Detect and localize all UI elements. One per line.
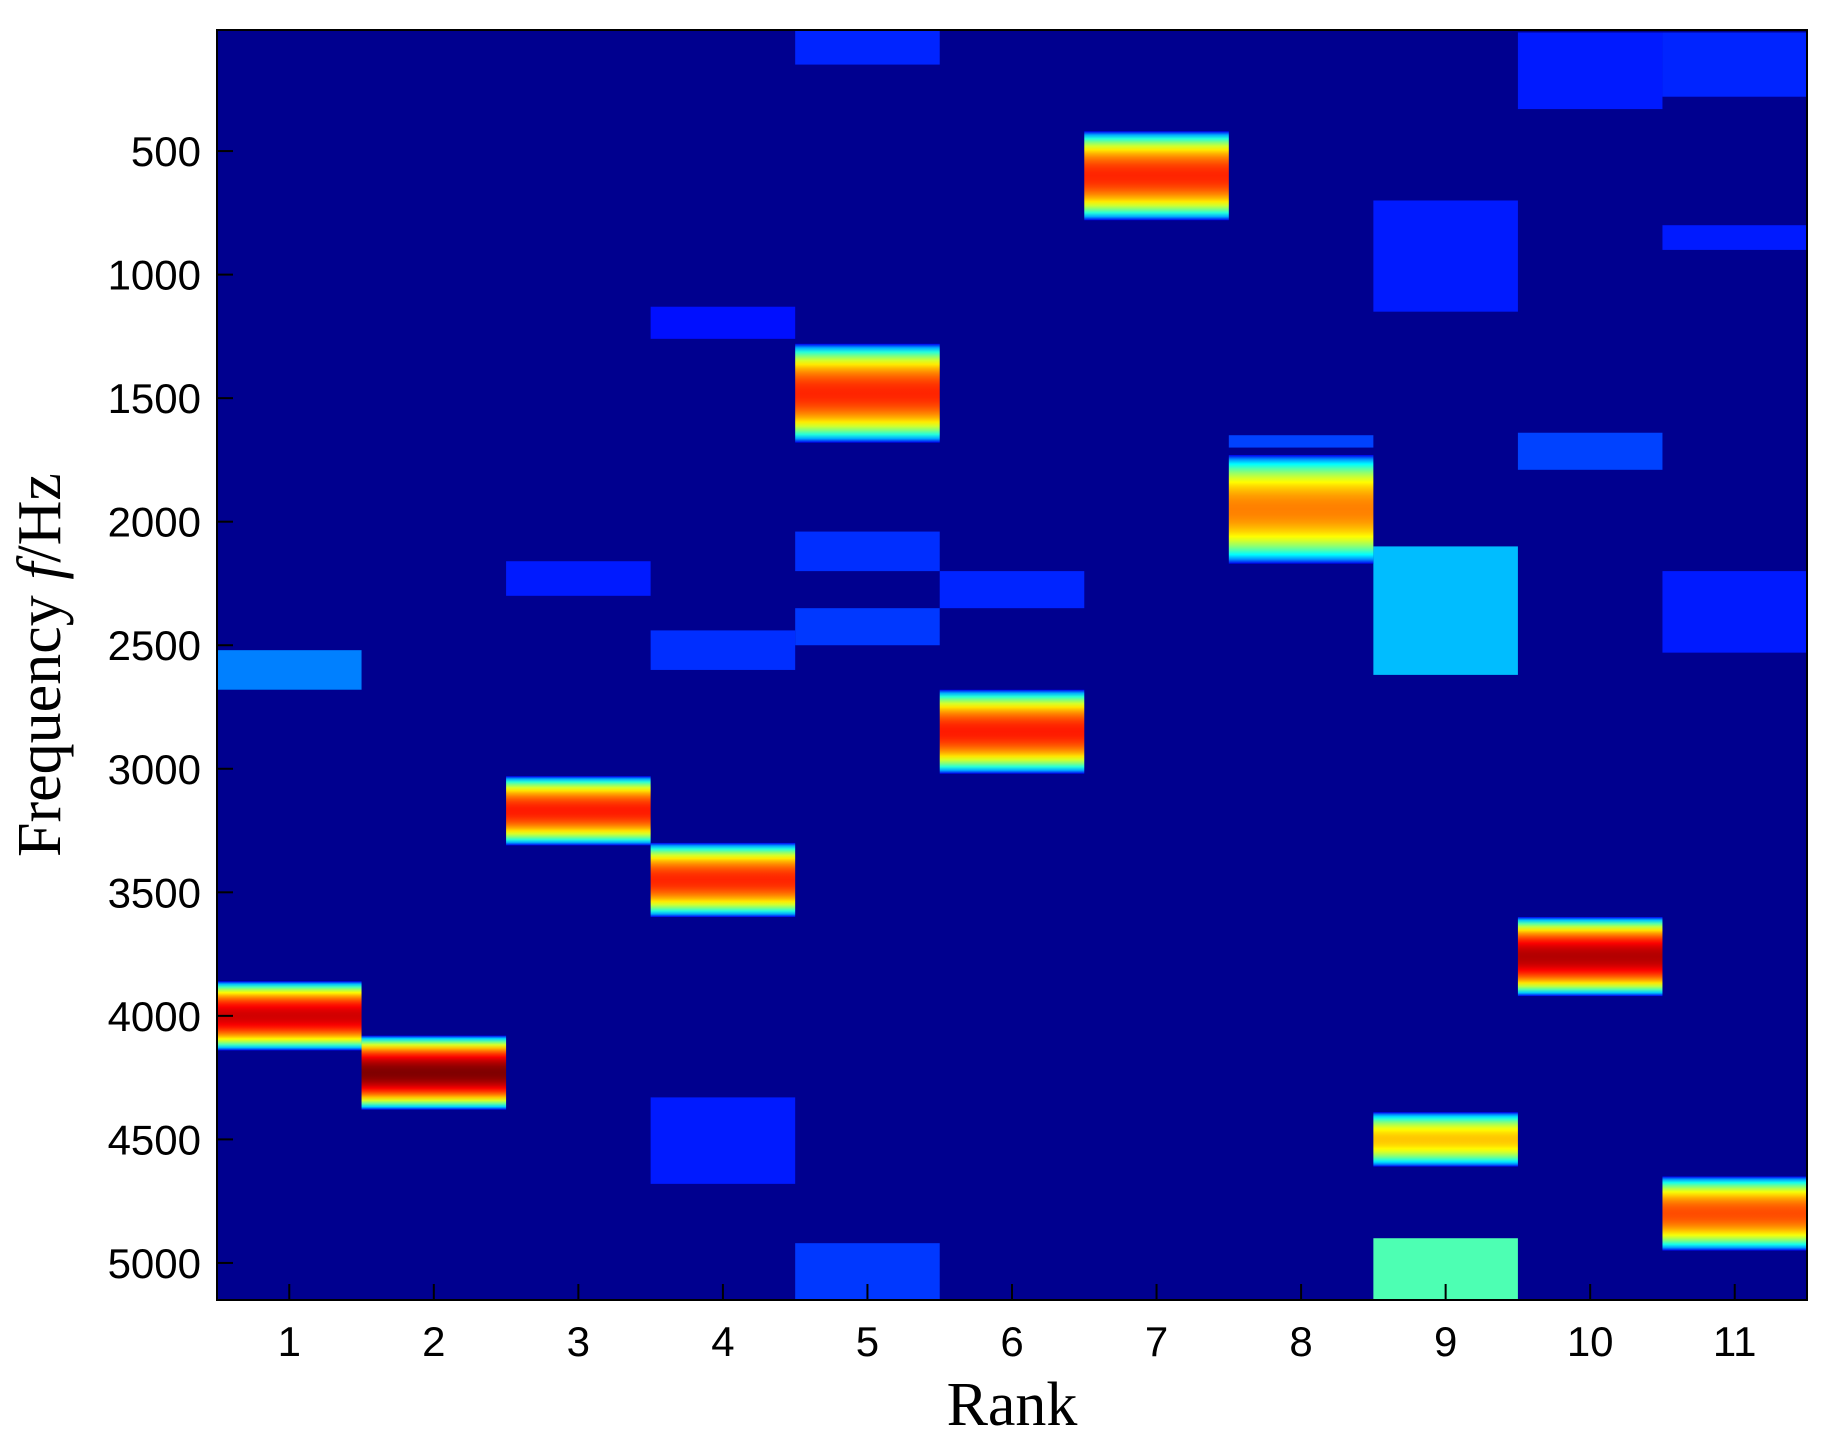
peak-rank-1 — [217, 981, 362, 1051]
x-axis: 1 2 3 4 5 6 7 8 9 10 11 — [278, 1284, 1757, 1365]
weak-band-rank-11 — [1662, 32, 1807, 97]
y-axis-title: Frequency f/Hz — [6, 473, 74, 857]
peak-rank-3 — [506, 776, 651, 846]
peak-rank-6 — [939, 689, 1085, 774]
weak-band-rank-5 — [795, 30, 940, 65]
y-tick-label: 1000 — [108, 252, 201, 299]
x-tick-label: 3 — [567, 1318, 590, 1365]
weak-band-rank-5 — [795, 608, 940, 646]
x-axis-title: Rank — [947, 1371, 1078, 1439]
x-tick-label: 7 — [1145, 1318, 1168, 1365]
y-tick-label: 4000 — [108, 993, 201, 1040]
weak-band-rank-11 — [1662, 571, 1807, 653]
peak-rank-8 — [1228, 454, 1374, 564]
weak-band-rank-4 — [650, 630, 796, 670]
weak-band-rank-3 — [506, 561, 651, 596]
y-tick-label: 3500 — [108, 869, 201, 916]
weak-band-rank-10 — [1517, 432, 1663, 470]
y-tick-label: 2000 — [108, 499, 201, 546]
y-tick-label: 5000 — [108, 1240, 201, 1287]
weak-band-rank-11 — [1662, 225, 1807, 250]
weak-band-rank-4 — [650, 1097, 796, 1184]
peak-rank-7 — [1084, 131, 1229, 221]
weak-band-rank-9 — [1373, 546, 1518, 675]
peak-rank-5 — [795, 343, 940, 443]
y-tick-label: 4500 — [108, 1116, 201, 1163]
x-tick-label: 11 — [1713, 1318, 1757, 1365]
weak-band-rank-1 — [217, 650, 362, 690]
weak-band-rank-9 — [1373, 200, 1518, 312]
peak-rank-10 — [1517, 917, 1663, 997]
x-tick-label: 6 — [1000, 1318, 1023, 1365]
x-tick-label: 8 — [1289, 1318, 1312, 1365]
peak-rank-11 — [1662, 1176, 1807, 1251]
weak-band-rank-6 — [939, 571, 1085, 609]
weak-band-rank-4 — [650, 306, 796, 339]
x-tick-label: 4 — [711, 1318, 734, 1365]
y-tick-label: 1500 — [108, 375, 201, 422]
peak-rank-9 — [1373, 1112, 1518, 1167]
y-tick-label: 2500 — [108, 622, 201, 669]
x-tick-label: 9 — [1434, 1318, 1457, 1365]
peak-rank-2 — [361, 1035, 507, 1110]
y-axis: 500 1000 1500 2000 2500 3000 3500 4000 4500 5000 — [108, 128, 233, 1287]
heatmap-cells — [217, 30, 1807, 1300]
y-axis-title-prefix: Frequency — [6, 580, 74, 857]
y-tick-label: 500 — [131, 128, 201, 175]
y-tick-label: 3000 — [108, 746, 201, 793]
weak-band-rank-8 — [1228, 435, 1374, 448]
peak-rank-4 — [650, 842, 796, 918]
weak-band-rank-10 — [1517, 32, 1663, 110]
x-tick-label: 1 — [278, 1318, 301, 1365]
y-axis-title-suffix: /Hz — [6, 473, 74, 563]
x-tick-label: 10 — [1567, 1318, 1614, 1365]
x-tick-label: 5 — [856, 1318, 879, 1365]
x-tick-label: 2 — [422, 1318, 445, 1365]
weak-band-rank-5 — [795, 531, 940, 572]
